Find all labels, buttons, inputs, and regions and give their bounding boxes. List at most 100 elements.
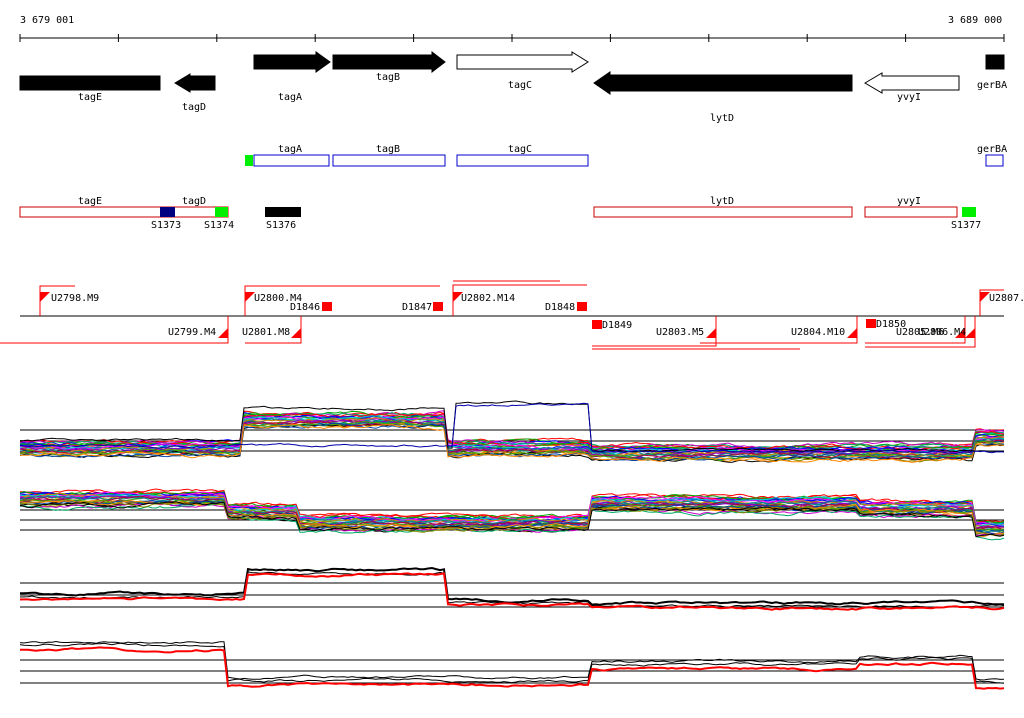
d-marker-D1850[interactable]	[866, 319, 876, 328]
expression-panel-minus-multi	[19, 488, 1005, 541]
expression-trace	[19, 420, 1005, 460]
tu-flag-U2801[interactable]	[291, 328, 301, 338]
expression-profile-panels	[19, 400, 1005, 690]
expression-trace	[19, 502, 1005, 541]
d-marker-D1846[interactable]	[322, 302, 332, 311]
gene-arrow-gerBA[interactable]	[985, 54, 1005, 70]
tu-flag-U2807[interactable]	[980, 292, 990, 302]
tu-label-U2800: U2800.M4	[254, 293, 302, 304]
gene-label-tagC: tagC	[508, 80, 532, 91]
gene-arrow-tagB[interactable]	[332, 50, 446, 74]
site-label-S1376: S1376	[266, 220, 296, 231]
tu-line-U2803	[592, 316, 717, 347]
tu-label-U2801: U2801.M8	[242, 327, 290, 338]
plus-strand-feature-track: tagA tagB tagC gerBA	[245, 144, 1007, 167]
d-marker-D1848[interactable]	[577, 302, 587, 311]
minus-strand-feature-track: tagE tagD lytD yvyI S1373 S1374 S1376 S1…	[19, 196, 981, 231]
site-S1377[interactable]	[962, 207, 976, 217]
tu-line-U2805	[865, 316, 966, 344]
tu-line-U2799	[0, 316, 229, 344]
d-label-D1849: D1849	[602, 320, 632, 331]
minus-feature-yvyI[interactable]	[864, 206, 958, 218]
expression-average-plus	[19, 566, 1005, 611]
ruler-ticks	[19, 34, 1005, 42]
expression-trace	[19, 642, 1005, 684]
tu-line-U2802	[452, 284, 587, 316]
tu-line-U2806	[865, 316, 976, 348]
expression-trace	[19, 566, 1004, 606]
plus-feature-tagA[interactable]	[253, 154, 330, 167]
expression-lines-minus	[19, 488, 1005, 541]
site-label-S1374: S1374	[204, 220, 234, 231]
site-S1374[interactable]	[215, 207, 228, 217]
tu-line-U2804	[700, 316, 858, 344]
gene-arrow-lytD[interactable]	[593, 71, 853, 95]
site-S1376[interactable]	[265, 207, 301, 217]
start-coordinate: 3 679 001	[20, 15, 74, 26]
gene-arrow-tagD[interactable]	[174, 73, 216, 93]
tu-flag-U2800[interactable]	[245, 292, 255, 302]
tu-flag-U2803[interactable]	[706, 328, 716, 338]
gene-label-tagD: tagD	[182, 102, 206, 113]
gene-label-gerBA: gerBA	[977, 80, 1007, 91]
minus-feature-tagE-tagD[interactable]	[19, 206, 229, 218]
expression-panel-minus-average	[19, 640, 1005, 690]
plus-feature-marker[interactable]	[245, 155, 253, 166]
gene-label-lytD: lytD	[710, 113, 734, 124]
expression-lines-plus	[19, 400, 1005, 463]
plus-feature-tagB[interactable]	[332, 154, 446, 167]
tu-label-U2802: U2802.M14	[461, 293, 515, 304]
gene-arrow-tagE[interactable]	[19, 75, 161, 91]
expression-trace	[19, 491, 1005, 524]
expression-trace	[19, 402, 1005, 454]
tu-label-U2803: U2803.M5	[656, 327, 704, 338]
tu-flag-U2798[interactable]	[40, 292, 50, 302]
tu-flag-U2799[interactable]	[218, 328, 228, 338]
expression-trace	[19, 501, 1005, 538]
d-label-D1850: D1850	[876, 319, 906, 330]
site-S1373[interactable]	[160, 207, 175, 217]
plus-feature-gerBA[interactable]	[985, 154, 1004, 167]
gene-arrow-yvyI[interactable]	[864, 72, 960, 94]
gene-label-tagE: tagE	[78, 92, 102, 103]
tu-line-U2798	[39, 285, 75, 316]
end-coordinate: 3 689 000	[948, 15, 1002, 26]
minus-feature-label-yvyI: yvyI	[897, 196, 921, 207]
expression-trace	[19, 412, 1005, 451]
minus-feature-label-tagE: tagE	[78, 196, 102, 207]
tu-flag-U2805[interactable]	[955, 328, 965, 338]
plus-feature-label-tagB: tagB	[376, 144, 400, 155]
gene-label-tagA: tagA	[278, 92, 302, 103]
tu-flag-U2806[interactable]	[965, 328, 975, 338]
expression-trace	[19, 572, 1005, 611]
d-label-D1847: D1847	[402, 302, 432, 313]
coordinate-ruler: 3 679 001 3 689 000	[19, 15, 1005, 42]
tu-label-U2804: U2804.M10	[791, 327, 845, 338]
tu-label-U2805: U2805.M6	[896, 327, 944, 338]
d-marker-D1847[interactable]	[433, 302, 443, 311]
plus-feature-tagC[interactable]	[456, 154, 589, 167]
expression-panel-plus-average	[19, 566, 1005, 611]
tu-flag-U2802[interactable]	[453, 292, 463, 302]
expression-trace	[19, 640, 1005, 681]
expression-trace	[19, 415, 1005, 455]
minus-feature-label-lytD: lytD	[710, 196, 734, 207]
gene-arrow-track: tagE tagD tagA tagB tagC lytD yvyI gerBA	[19, 50, 1007, 124]
site-label-S1373: S1373	[151, 220, 181, 231]
tu-line-U2801	[245, 316, 302, 344]
tu-label-U2799: U2799.M4	[168, 327, 216, 338]
tu-line-U2800	[244, 285, 440, 316]
gene-arrow-tagA[interactable]	[253, 51, 331, 73]
d-marker-D1849[interactable]	[592, 320, 602, 329]
expression-panel-plus-multi	[19, 400, 1005, 463]
tu-line-U2807	[979, 289, 1004, 316]
expression-trace	[19, 646, 1005, 690]
tu-flag-U2804[interactable]	[847, 328, 857, 338]
gene-arrow-tagC[interactable]	[456, 51, 589, 73]
plus-feature-label-tagC: tagC	[508, 144, 532, 155]
transcription-unit-track: U2798.M9 U2800.M4 U2802.M14 U2807. U2799…	[0, 280, 1024, 350]
minus-feature-lytD[interactable]	[593, 206, 853, 218]
plus-feature-label-gerBA: gerBA	[977, 144, 1007, 155]
